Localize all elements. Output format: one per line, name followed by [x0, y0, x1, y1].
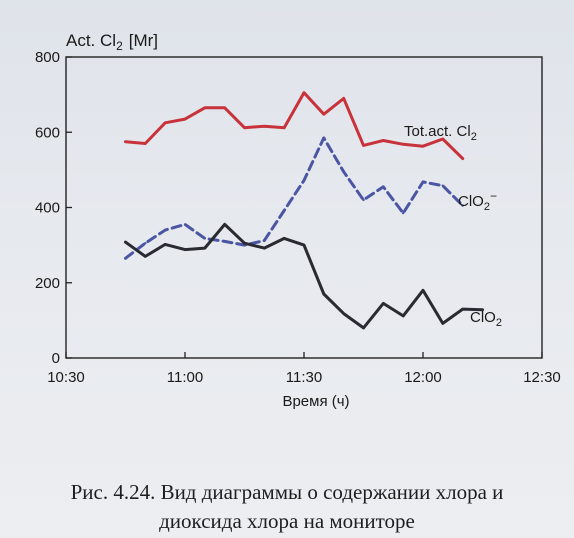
data-point — [203, 237, 207, 240]
x-tick-label: 12:30 — [523, 369, 561, 386]
data-point — [322, 292, 326, 296]
data-point — [461, 307, 464, 311]
data-point — [382, 302, 385, 305]
y-tick-label: 800 — [35, 49, 60, 66]
data-point — [362, 144, 365, 147]
data-point — [263, 239, 266, 242]
data-point — [183, 223, 187, 226]
data-point — [282, 209, 286, 212]
y-tick-label: 400 — [35, 200, 60, 217]
data-point — [382, 139, 385, 142]
data-point — [144, 255, 147, 258]
data-point — [342, 170, 345, 173]
data-point — [243, 242, 246, 245]
data-point — [163, 121, 167, 125]
data-point — [421, 144, 425, 148]
x-tick-label: 12:00 — [404, 369, 442, 386]
y-tick-label: 600 — [35, 124, 60, 141]
series-line-2 — [124, 136, 465, 260]
data-point — [342, 97, 345, 100]
caption-line-1: Рис. 4.24. Вид диаграммы о содержании хл… — [70, 480, 504, 504]
x-tick-label: 10:30 — [47, 369, 85, 386]
series-line-1 — [124, 91, 465, 161]
data-point — [203, 106, 207, 109]
caption-line-2: диоксида хлора на мониторе — [159, 509, 415, 533]
x-axis-title: Время (ч) — [282, 393, 349, 410]
data-point — [362, 198, 365, 202]
series-line-3 — [124, 222, 484, 330]
data-point — [302, 179, 306, 182]
data-point — [441, 184, 445, 187]
data-point — [124, 240, 127, 244]
data-point — [441, 322, 445, 325]
data-point — [382, 185, 385, 189]
data-point — [124, 257, 127, 260]
data-point — [401, 314, 405, 318]
data-point — [223, 106, 226, 109]
y-axis-title-unit: [Mr] — [129, 31, 158, 50]
data-point — [421, 289, 425, 292]
data-point — [144, 142, 147, 145]
data-point — [421, 180, 425, 184]
data-point — [223, 223, 226, 226]
series-label-1: Tot.act. Cl2 — [404, 123, 477, 143]
data-point — [461, 204, 464, 207]
data-point — [203, 246, 207, 250]
data-point — [362, 326, 365, 330]
x-tick-label: 11:00 — [167, 369, 203, 386]
series-label-2: ClO2− — [458, 189, 497, 213]
plot-area: 0 200 400 600 800 10:30 11:00 11:30 12:00 12:30 To… — [35, 49, 561, 386]
y-tick-label: 0 — [52, 350, 60, 367]
data-point — [302, 91, 306, 94]
data-point — [322, 136, 326, 140]
data-point — [342, 312, 345, 315]
figure-caption: Рис. 4.24. Вид диаграммы о содержании хл… — [0, 478, 574, 536]
data-point — [163, 228, 167, 232]
data-point — [441, 137, 445, 141]
data-point — [282, 237, 286, 240]
data-point — [401, 143, 405, 146]
data-point — [282, 126, 286, 129]
data-point — [243, 126, 246, 129]
data-point — [263, 125, 266, 128]
data-point — [223, 240, 226, 243]
series-label-3: ClO2 — [470, 309, 502, 329]
y-axis-title: Act. Cl2 [Mr] — [66, 31, 158, 53]
data-point — [322, 112, 326, 116]
data-point — [124, 140, 127, 143]
data-point — [163, 243, 167, 246]
data-point — [481, 308, 484, 312]
y-axis-title-sub: 2 — [116, 39, 123, 53]
data-point — [263, 246, 266, 250]
y-axis-title-main: Act. Cl — [66, 31, 116, 50]
data-point — [302, 243, 306, 247]
data-point — [461, 157, 464, 160]
data-point — [401, 211, 405, 215]
data-point — [183, 117, 187, 121]
x-tick-label: 11:30 — [286, 369, 322, 386]
data-point — [183, 248, 187, 251]
data-point — [144, 242, 147, 245]
y-tick-label: 200 — [35, 275, 60, 292]
